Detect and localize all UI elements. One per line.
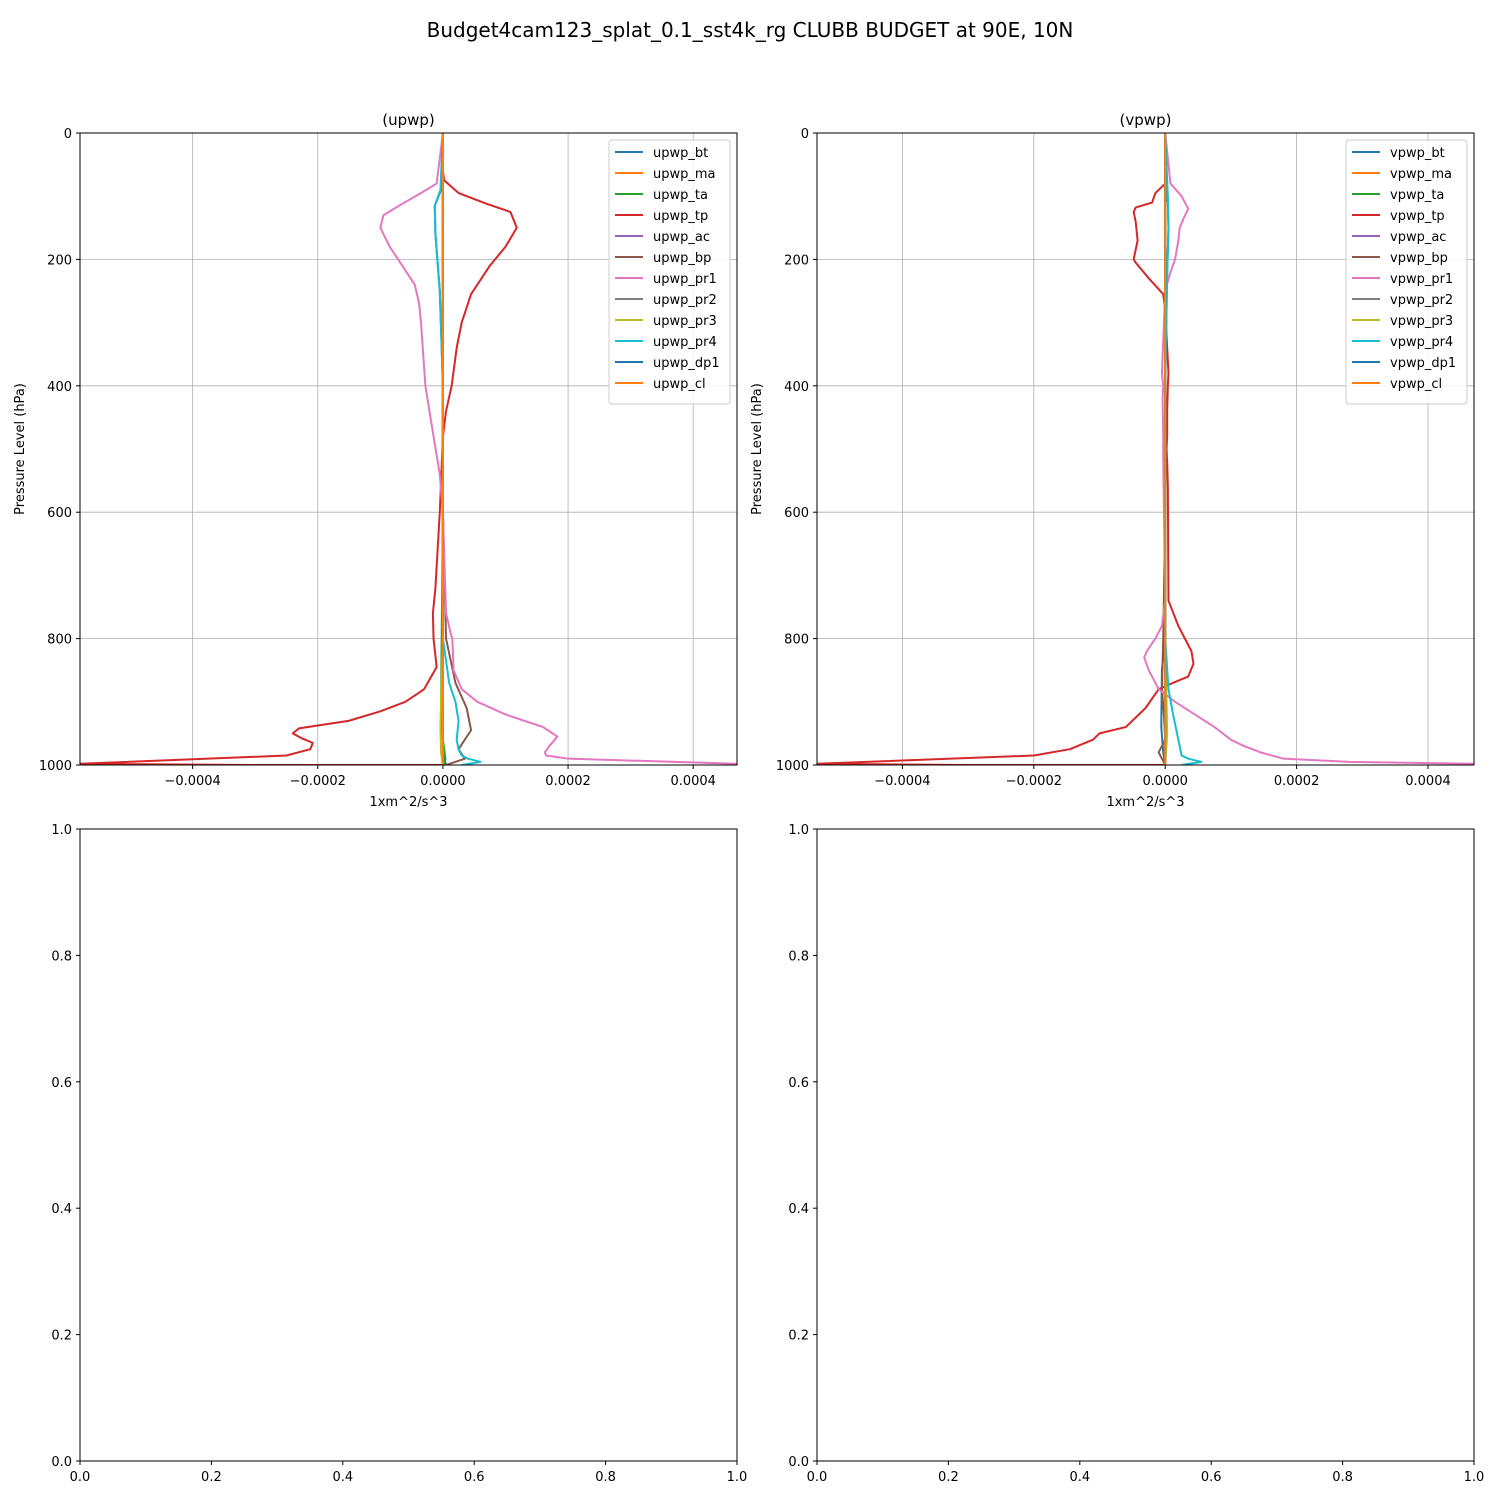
legend-label: vpwp_bt <box>1390 146 1445 161</box>
y-tick-label: 0 <box>64 127 72 142</box>
legend-label: vpwp_tp <box>1390 209 1445 224</box>
legend-label: upwp_pr2 <box>653 293 717 308</box>
legend-label: upwp_pr3 <box>653 314 717 329</box>
axes-frame <box>816 828 1475 1462</box>
legend-label: vpwp_pr2 <box>1390 293 1453 308</box>
x-tick-label: 0.0002 <box>1274 774 1320 789</box>
x-tick-label: −0.0002 <box>290 774 346 789</box>
y-tick-label: 0.6 <box>51 1076 72 1091</box>
y-tick-label: 1.0 <box>788 823 809 838</box>
legend-label: upwp_pr1 <box>653 272 717 287</box>
x-tick-label: 0.0004 <box>1405 774 1451 789</box>
x-tick-label: 0.8 <box>1332 1470 1353 1485</box>
x-tick-label: 1.0 <box>1464 1470 1485 1485</box>
legend: vpwp_bt vpwp_ma vpwp_ta vpwp_tp vpwp_ac vpwp_… <box>1345 139 1468 405</box>
y-tick-label: 0.2 <box>788 1329 809 1344</box>
legend-label: upwp_ta <box>653 188 708 203</box>
vpwp-axes: −0.0004 −0.0002 0.0000 0.0002 0.0004 0 200 400 6… <box>750 111 1475 810</box>
y-axis-label: Pressure Level (hPa) <box>750 383 765 515</box>
legend-label: vpwp_pr3 <box>1390 314 1453 329</box>
series-line-upwp_pr1 <box>379 133 737 765</box>
y-tick-label: 0.8 <box>788 949 809 964</box>
y-tick-label: 200 <box>47 253 72 268</box>
legend-label: vpwp_ma <box>1390 167 1452 182</box>
x-tick-label: 0.0000 <box>420 774 466 789</box>
y-tick-label: 1000 <box>39 759 72 774</box>
x-tick-label: 0.2 <box>201 1470 222 1485</box>
y-axis-label: Pressure Level (hPa) <box>13 383 28 515</box>
legend-box <box>1345 139 1468 405</box>
legend-label: vpwp_ta <box>1390 188 1444 203</box>
legend-label: vpwp_ac <box>1390 230 1446 245</box>
legend-label: vpwp_cl <box>1390 377 1442 392</box>
series-line-upwp_pr4 <box>433 133 482 765</box>
axes-title: (upwp) <box>382 111 435 129</box>
figure-title: Budget4cam123_splat_0.1_sst4k_rg CLUBB B… <box>427 18 1074 42</box>
y-tick-label: 600 <box>47 506 72 521</box>
y-tick-label: 600 <box>784 506 809 521</box>
x-tick-label: 0.0 <box>807 1470 828 1485</box>
empty-axes-bottom-left: 0.0 0.2 0.4 0.6 0.8 1.0 0.0 0.2 0.4 0.6 0.8 1.0 <box>51 823 747 1485</box>
legend-label: vpwp_pr1 <box>1390 272 1453 287</box>
x-tick-label: 0.0004 <box>670 774 716 789</box>
y-tick-label: 0.4 <box>51 1202 72 1217</box>
legend-label: vpwp_bp <box>1390 251 1448 266</box>
upwp-axes: −0.0004 −0.0002 0.0000 0.0002 0.0004 0 200 400 6… <box>13 111 738 810</box>
legend-label: upwp_ma <box>653 167 716 182</box>
axes-frame <box>79 828 738 1462</box>
y-tick-label: 0.8 <box>51 949 72 964</box>
legend-label: upwp_bt <box>653 146 708 161</box>
axes-frame <box>816 132 1475 766</box>
x-axis-label: 1xm^2/s^3 <box>1106 795 1184 810</box>
y-tick-label: 200 <box>784 253 809 268</box>
x-tick-label: 0.8 <box>595 1470 616 1485</box>
x-tick-label: −0.0004 <box>874 774 930 789</box>
x-tick-label: 0.6 <box>464 1470 485 1485</box>
y-tick-label: 0 <box>801 127 809 142</box>
y-tick-label: 1.0 <box>51 823 72 838</box>
x-tick-label: −0.0004 <box>164 774 220 789</box>
series-line-vpwp_pr4 <box>1164 133 1203 765</box>
x-tick-label: 0.4 <box>1069 1470 1090 1485</box>
series-group <box>80 133 737 765</box>
legend: upwp_bt upwp_ma upwp_ta upwp_tp upwp_ac upwp_… <box>608 139 731 405</box>
legend-label: vpwp_pr4 <box>1390 335 1453 350</box>
x-tick-label: 0.0002 <box>545 774 591 789</box>
y-tick-label: 1000 <box>776 759 809 774</box>
series-group <box>817 133 1474 765</box>
x-tick-label: 0.0 <box>70 1470 91 1485</box>
x-tick-label: 0.0000 <box>1142 774 1188 789</box>
legend-label: upwp_ac <box>653 230 710 245</box>
axes-title: (vpwp) <box>1120 111 1172 129</box>
y-tick-label: 0.6 <box>788 1076 809 1091</box>
series-line-upwp_tp <box>80 133 518 765</box>
y-tick-label: 0.2 <box>51 1329 72 1344</box>
x-tick-label: 0.6 <box>1201 1470 1222 1485</box>
axes-frame <box>79 132 738 766</box>
legend-label: upwp_cl <box>653 377 706 392</box>
x-tick-label: 0.4 <box>332 1470 353 1485</box>
legend-label: upwp_pr4 <box>653 335 717 350</box>
legend-label: vpwp_dp1 <box>1390 356 1456 371</box>
y-tick-label: 0.0 <box>788 1455 809 1470</box>
x-tick-label: −0.0002 <box>1006 774 1062 789</box>
x-tick-label: 0.2 <box>938 1470 959 1485</box>
y-tick-label: 0.4 <box>788 1202 809 1217</box>
legend-box <box>608 139 731 405</box>
empty-axes-bottom-right: 0.0 0.2 0.4 0.6 0.8 1.0 0.0 0.2 0.4 0.6 0.8 1.0 <box>788 823 1484 1485</box>
series-line-vpwp_tp <box>817 133 1195 765</box>
y-tick-label: 400 <box>47 380 72 395</box>
legend-label: upwp_dp1 <box>653 356 720 371</box>
x-tick-label: 1.0 <box>727 1470 748 1485</box>
y-tick-label: 800 <box>784 633 809 648</box>
y-tick-label: 400 <box>784 380 809 395</box>
x-axis-label: 1xm^2/s^3 <box>369 795 447 810</box>
legend-label: upwp_tp <box>653 209 708 224</box>
y-tick-label: 800 <box>47 633 72 648</box>
legend-label: upwp_bp <box>653 251 711 266</box>
y-tick-label: 0.0 <box>51 1455 72 1470</box>
